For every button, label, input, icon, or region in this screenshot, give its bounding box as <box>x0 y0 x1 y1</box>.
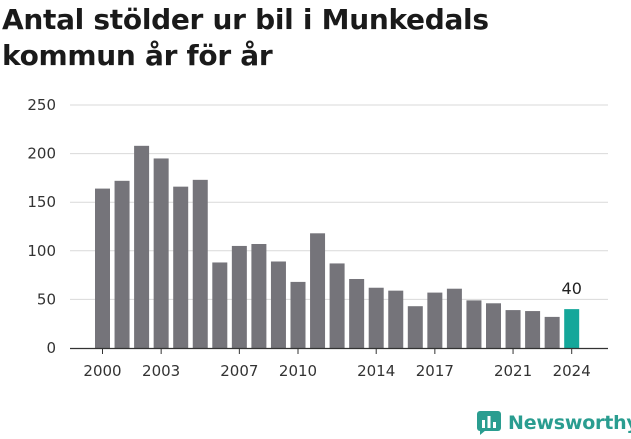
x-tick-label: 2010 <box>279 362 317 380</box>
bar-2017 <box>427 292 443 348</box>
bar-2005 <box>192 179 208 348</box>
bar-2009 <box>270 261 286 348</box>
y-tick-label: 250 <box>27 96 56 114</box>
bar-2000 <box>95 188 110 348</box>
bar-2021 <box>505 310 521 348</box>
bar-2022 <box>525 311 541 348</box>
bar-2012 <box>329 263 345 348</box>
bars <box>95 145 580 348</box>
x-tick-label: 2014 <box>357 362 395 380</box>
bar-2007 <box>231 245 247 348</box>
bar-2004 <box>173 186 189 348</box>
bar-2001 <box>114 180 130 348</box>
y-axis-tick-labels: 0 50 100 150 200 250 <box>27 96 56 357</box>
bar-2013 <box>349 278 365 348</box>
x-tick-label: 2024 <box>553 362 591 380</box>
bar-2008 <box>251 243 267 348</box>
y-tick-label: 50 <box>37 290 56 308</box>
x-tick-label: 2000 <box>83 362 121 380</box>
x-axis <box>70 347 608 354</box>
chart-title: Antal stölder ur bil i Munkedals kommun … <box>2 3 489 72</box>
bar-2019 <box>466 300 482 348</box>
y-tick-label: 100 <box>27 242 56 260</box>
brand-name: Newsworthy <box>508 412 631 434</box>
x-axis-tick-labels: 2000 2003 2007 2010 2014 2017 2021 2024 <box>83 362 590 380</box>
bar-2011 <box>310 233 326 348</box>
y-tick-label: 0 <box>46 339 56 357</box>
bar-2015 <box>388 290 404 348</box>
bar-2003 <box>153 158 169 348</box>
y-tick-label: 150 <box>27 193 56 211</box>
bar-2006 <box>212 262 228 348</box>
bar-2023 <box>544 316 560 348</box>
bar-2020 <box>486 303 501 348</box>
data-label-2024: 40 <box>562 279 582 298</box>
x-tick-label: 2021 <box>494 362 532 380</box>
x-tick-label: 2003 <box>142 362 180 380</box>
newsworthy-logo-icon <box>477 411 501 435</box>
brand-logo: Newsworthy <box>476 408 631 438</box>
annotations: 40 <box>562 279 582 298</box>
bar-2016 <box>407 306 423 348</box>
bar-2010 <box>290 281 306 348</box>
bar-2014 <box>368 287 384 348</box>
x-tick-label: 2017 <box>416 362 454 380</box>
bar-2024 <box>564 309 580 348</box>
x-tick-label: 2007 <box>220 362 258 380</box>
bar-2018 <box>446 288 462 348</box>
y-tick-label: 200 <box>27 145 56 163</box>
bar-2002 <box>134 145 150 348</box>
